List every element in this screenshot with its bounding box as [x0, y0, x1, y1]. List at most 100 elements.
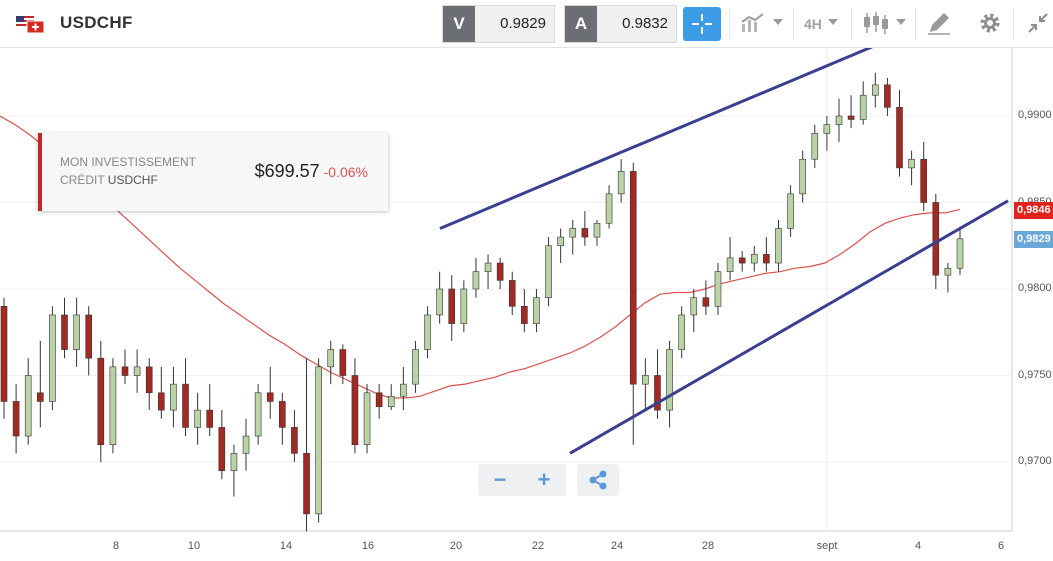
candle — [763, 237, 770, 272]
candle — [194, 392, 201, 445]
candle-body — [787, 193, 794, 229]
candle — [775, 219, 782, 272]
timeframe-select[interactable]: 4H — [804, 10, 844, 38]
candle — [654, 349, 661, 419]
zoom-in-button[interactable]: + — [537, 467, 551, 492]
candle-body — [109, 366, 117, 446]
candle-body — [956, 238, 964, 269]
zoom-controls: − + — [478, 464, 566, 496]
candle-body — [412, 349, 419, 385]
candle-body — [569, 228, 577, 238]
candle — [387, 384, 395, 411]
candle — [678, 306, 685, 359]
candle — [896, 90, 903, 177]
sell-price-box[interactable]: V 0.9829 — [442, 5, 555, 43]
candle-body — [508, 280, 516, 307]
candle — [956, 228, 964, 276]
moving-average-line — [0, 115, 961, 399]
candle — [545, 237, 552, 307]
candle — [690, 289, 698, 333]
candle-body — [460, 288, 468, 324]
candle-body — [593, 222, 601, 238]
candle — [291, 410, 298, 462]
candle-body — [206, 409, 214, 428]
candle — [714, 263, 722, 315]
candle-body — [654, 375, 661, 411]
candle — [61, 297, 68, 359]
candle-body — [847, 115, 855, 120]
collapse-button[interactable] — [1025, 10, 1051, 38]
candle — [533, 289, 540, 333]
candle — [823, 116, 831, 151]
investment-card: MON INVESTISSEMENT CRÉDIT USDCHF $699.57… — [38, 133, 388, 211]
candle — [593, 219, 601, 246]
candle-body — [557, 236, 564, 247]
candle-body — [24, 375, 32, 437]
chevron-down-icon — [828, 19, 838, 25]
toolbar-divider — [915, 8, 916, 40]
chevron-down-icon — [773, 19, 783, 25]
candle — [642, 358, 649, 411]
candle-body — [363, 392, 371, 445]
candle-body — [605, 193, 613, 224]
candle-body — [194, 409, 201, 428]
candle-body — [121, 366, 129, 376]
candle — [351, 358, 359, 454]
candle — [133, 349, 141, 393]
candle-body — [944, 267, 952, 276]
candle — [617, 159, 625, 203]
candle — [109, 358, 117, 454]
candle-body — [158, 392, 165, 411]
x-tick-label: 14 — [279, 540, 293, 552]
drawing-tools-button[interactable] — [926, 10, 954, 38]
candle — [266, 366, 274, 419]
candle — [206, 384, 214, 437]
crosshair-button[interactable] — [683, 7, 721, 41]
candle — [230, 444, 238, 497]
candle-body — [496, 262, 504, 281]
candle-body — [799, 158, 806, 195]
share-button[interactable] — [577, 464, 619, 496]
zoom-out-button[interactable]: − — [493, 467, 507, 492]
candle — [738, 250, 746, 272]
buy-price-box[interactable]: A 0.9832 — [564, 5, 677, 43]
candle — [787, 185, 794, 238]
candle — [448, 275, 456, 341]
candle-body — [145, 366, 153, 394]
candle — [799, 150, 806, 203]
x-tick-label: sept — [816, 540, 838, 552]
toolbar-divider — [851, 8, 852, 40]
candle — [666, 340, 673, 428]
candle — [920, 141, 927, 212]
channel-lower-line — [569, 199, 1009, 455]
chart-type-button[interactable] — [740, 10, 784, 38]
candle — [145, 358, 153, 411]
candle — [400, 366, 407, 411]
candle-body — [254, 392, 262, 437]
candle-body — [581, 228, 589, 238]
candle-body — [37, 392, 44, 402]
y-tick-label: 0,9900 — [1018, 109, 1052, 121]
x-tick-label: 22 — [531, 540, 545, 552]
candle — [557, 228, 564, 264]
candle-body — [230, 453, 238, 471]
candle — [859, 81, 867, 125]
candle-body — [811, 133, 819, 160]
price-chart[interactable] — [0, 48, 1053, 561]
line-chart-icon — [741, 13, 764, 32]
investment-title: MON INVESTISSEMENT — [60, 155, 197, 169]
candle-style-button[interactable] — [862, 10, 908, 38]
candle-body — [835, 115, 843, 125]
candle — [218, 410, 226, 480]
candle-body — [629, 171, 637, 385]
candle — [871, 72, 879, 108]
candle-body — [908, 158, 915, 169]
candle — [811, 124, 819, 168]
candle — [605, 185, 613, 229]
candle — [182, 358, 189, 437]
candle-body — [545, 245, 552, 298]
settings-button[interactable] — [977, 10, 1003, 38]
candle-body — [932, 202, 940, 276]
candle-body — [315, 366, 322, 515]
x-tick-label: 6 — [997, 540, 1005, 552]
